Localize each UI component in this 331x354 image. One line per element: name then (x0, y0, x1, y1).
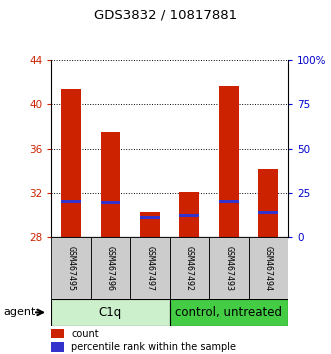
Bar (140, 216, 160, 219)
Bar (179, 213, 199, 217)
Bar (219, 200, 239, 203)
Bar (169, 237, 209, 299)
Bar (179, 192, 199, 237)
Bar (51, 342, 64, 352)
Bar (91, 237, 130, 299)
Text: GSM467492: GSM467492 (185, 246, 194, 291)
Text: GSM467496: GSM467496 (106, 246, 115, 291)
Bar (259, 169, 278, 237)
Bar (140, 212, 160, 237)
Bar (259, 211, 278, 215)
Text: GDS3832 / 10817881: GDS3832 / 10817881 (94, 9, 237, 22)
Bar (219, 86, 239, 237)
Bar (209, 237, 249, 299)
Text: control, untreated: control, untreated (175, 306, 282, 319)
Bar (101, 132, 120, 237)
Text: GSM467493: GSM467493 (224, 246, 233, 291)
Bar (51, 237, 91, 299)
Bar (101, 201, 120, 205)
Bar (249, 237, 288, 299)
Bar (51, 299, 169, 326)
Bar (51, 329, 64, 338)
Bar (130, 237, 169, 299)
Bar (61, 200, 81, 203)
Text: count: count (71, 329, 99, 339)
Text: agent: agent (3, 307, 36, 318)
Text: GSM467495: GSM467495 (67, 246, 75, 291)
Text: GSM467494: GSM467494 (264, 246, 273, 291)
Bar (169, 299, 288, 326)
Text: C1q: C1q (99, 306, 122, 319)
Bar (61, 89, 81, 237)
Text: GSM467497: GSM467497 (145, 246, 155, 291)
Text: percentile rank within the sample: percentile rank within the sample (71, 342, 236, 352)
